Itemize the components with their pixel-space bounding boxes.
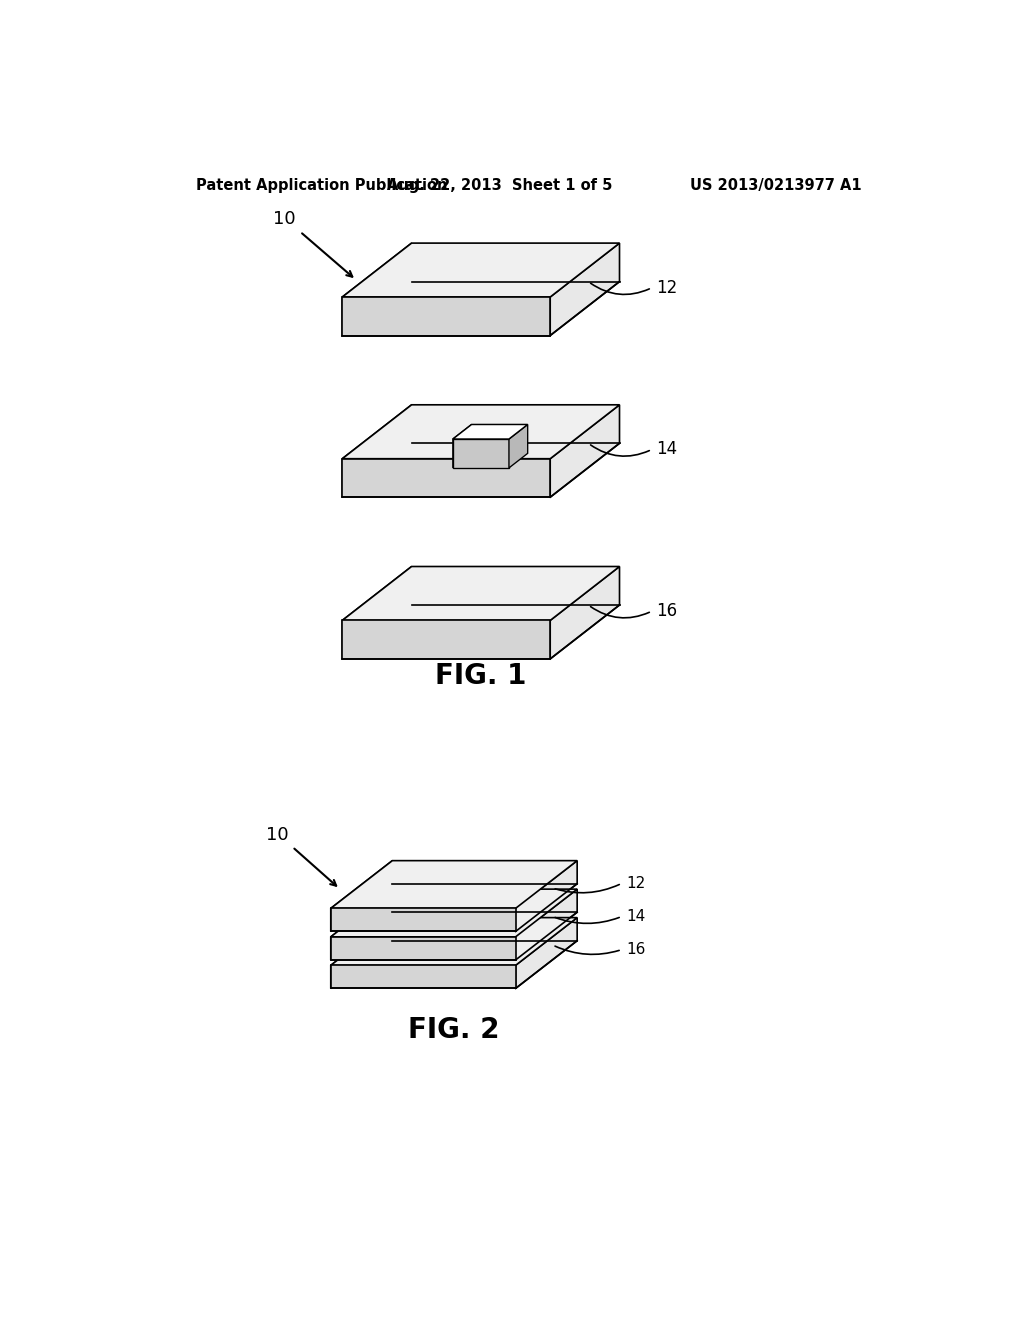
Polygon shape: [331, 917, 392, 989]
Text: 10: 10: [273, 210, 296, 228]
Polygon shape: [550, 566, 620, 659]
Polygon shape: [515, 861, 578, 932]
Polygon shape: [331, 861, 392, 932]
Polygon shape: [342, 405, 620, 459]
Text: US 2013/0213977 A1: US 2013/0213977 A1: [690, 178, 862, 193]
Text: Patent Application Publication: Patent Application Publication: [196, 178, 447, 193]
Polygon shape: [342, 297, 550, 335]
Text: FIG. 2: FIG. 2: [409, 1016, 500, 1044]
Polygon shape: [331, 937, 515, 960]
Polygon shape: [331, 861, 578, 908]
Polygon shape: [342, 620, 550, 659]
Polygon shape: [515, 917, 578, 989]
Text: 12: 12: [656, 279, 678, 297]
Polygon shape: [342, 243, 412, 335]
Text: Aug. 22, 2013  Sheet 1 of 5: Aug. 22, 2013 Sheet 1 of 5: [387, 178, 612, 193]
Polygon shape: [550, 243, 620, 335]
Polygon shape: [453, 440, 509, 467]
Polygon shape: [453, 425, 472, 467]
Polygon shape: [331, 890, 392, 960]
Polygon shape: [342, 405, 412, 498]
Polygon shape: [331, 908, 515, 932]
Polygon shape: [331, 917, 578, 965]
Polygon shape: [509, 425, 527, 467]
Polygon shape: [331, 965, 515, 989]
Text: FIG. 1: FIG. 1: [435, 661, 526, 690]
Text: 10: 10: [266, 826, 289, 843]
Polygon shape: [550, 405, 620, 498]
Polygon shape: [453, 425, 527, 440]
Polygon shape: [342, 459, 550, 498]
Polygon shape: [342, 243, 620, 297]
Text: 14: 14: [627, 909, 646, 924]
Text: 16: 16: [627, 942, 646, 957]
Text: 16: 16: [656, 602, 678, 620]
Polygon shape: [342, 566, 412, 659]
Text: 14: 14: [656, 441, 678, 458]
Polygon shape: [342, 566, 620, 620]
Text: 12: 12: [627, 876, 646, 891]
Polygon shape: [515, 890, 578, 960]
Polygon shape: [331, 890, 578, 937]
